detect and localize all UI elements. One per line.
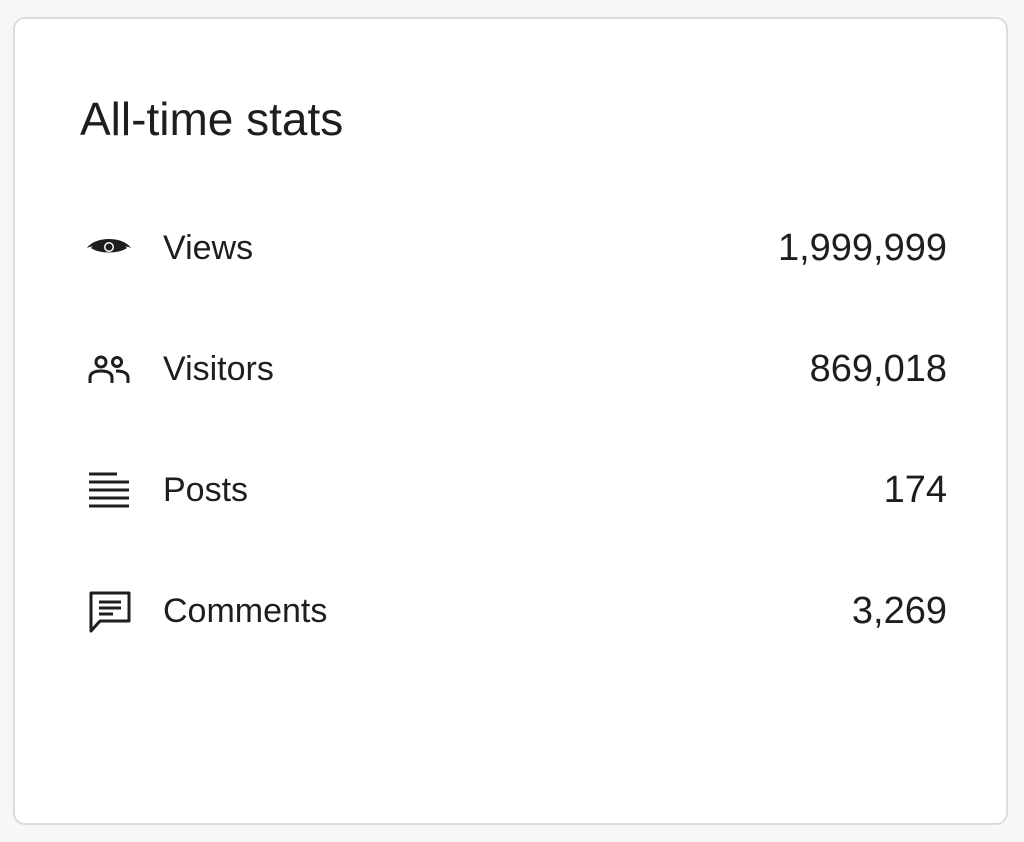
stat-row: Visitors 869,018: [85, 339, 947, 399]
stat-label: Views: [163, 228, 254, 267]
stat-row: Posts 174: [85, 460, 947, 520]
card-title: All-time stats: [80, 93, 344, 145]
posts-icon: [89, 472, 129, 508]
stat-value: 174: [883, 468, 947, 511]
stat-label: Posts: [163, 470, 249, 509]
stat-row: Comments 3,269: [85, 581, 947, 641]
stat-value: 3,269: [851, 589, 947, 632]
views-icon: [87, 239, 131, 253]
visitors-icon: [88, 355, 130, 383]
stat-label: Visitors: [163, 349, 274, 388]
stats-card: All-time stats Views 1,999,999 Visitors …: [13, 17, 1008, 825]
stat-row: Views 1,999,999: [85, 218, 947, 278]
stat-label: Comments: [163, 591, 328, 630]
comments-icon: [89, 591, 131, 633]
stat-value: 869,018: [809, 347, 947, 390]
stat-value: 1,999,999: [777, 226, 947, 269]
